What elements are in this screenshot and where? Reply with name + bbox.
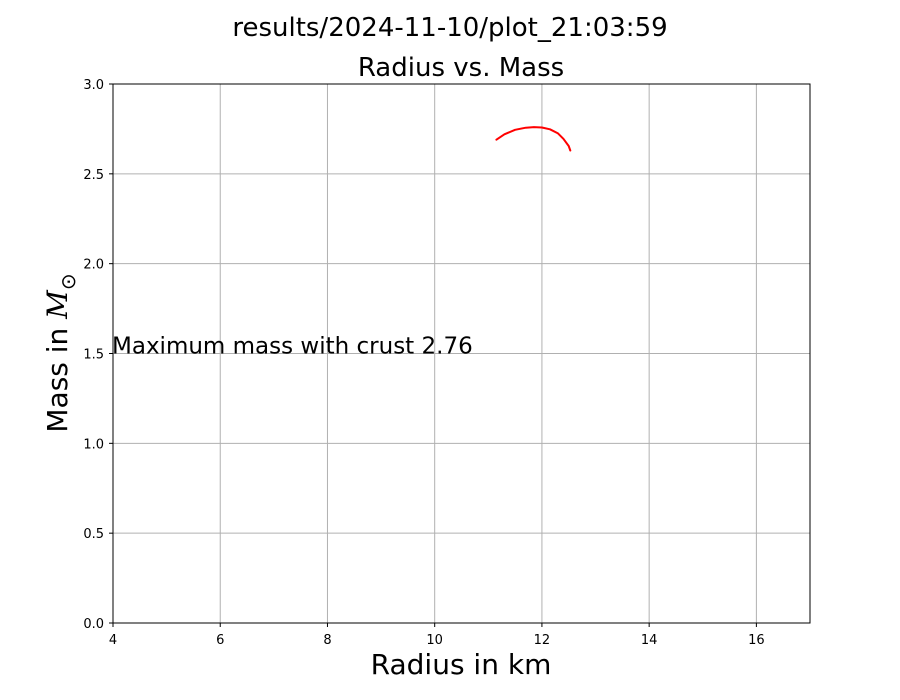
figure-suptitle: results/2024-11-10/plot_21:03:59 <box>232 13 667 43</box>
x-tick-label: 12 <box>534 633 551 648</box>
y-axis-label-symbol: M <box>41 289 74 320</box>
max-mass-annotation: Maximum mass with crust 2.76 <box>112 334 473 360</box>
chart-title: Radius vs. Mass <box>358 53 564 83</box>
x-tick-label: 16 <box>748 633 765 648</box>
y-tick-label: 1.0 <box>83 437 104 452</box>
y-tick-label: 2.0 <box>83 258 104 273</box>
y-axis-label-subscript: ⊙ <box>56 273 80 290</box>
y-tick-label: 2.5 <box>83 168 104 183</box>
x-tick-label: 14 <box>641 633 658 648</box>
y-tick-label: 0.0 <box>83 617 104 632</box>
x-axis-ticks: 4 6 8 10 12 14 16 <box>109 623 765 648</box>
y-axis-ticks: 0.0 0.5 1.0 1.5 2.0 2.5 3.0 <box>83 78 113 632</box>
x-tick-label: 8 <box>323 633 331 648</box>
y-tick-label: 0.5 <box>83 527 104 542</box>
x-tick-label: 6 <box>216 633 224 648</box>
x-tick-label: 10 <box>426 633 443 648</box>
series-layer <box>495 126 572 152</box>
x-axis-label: Radius in km <box>371 648 552 681</box>
x-tick-label: 4 <box>109 633 117 648</box>
y-axis-label: Mass in M⊙ <box>41 273 80 432</box>
mass-radius-curve <box>495 126 572 152</box>
y-axis-label-text: Mass in <box>41 319 74 433</box>
y-tick-label: 3.0 <box>83 78 104 93</box>
y-tick-label: 1.5 <box>83 348 104 363</box>
